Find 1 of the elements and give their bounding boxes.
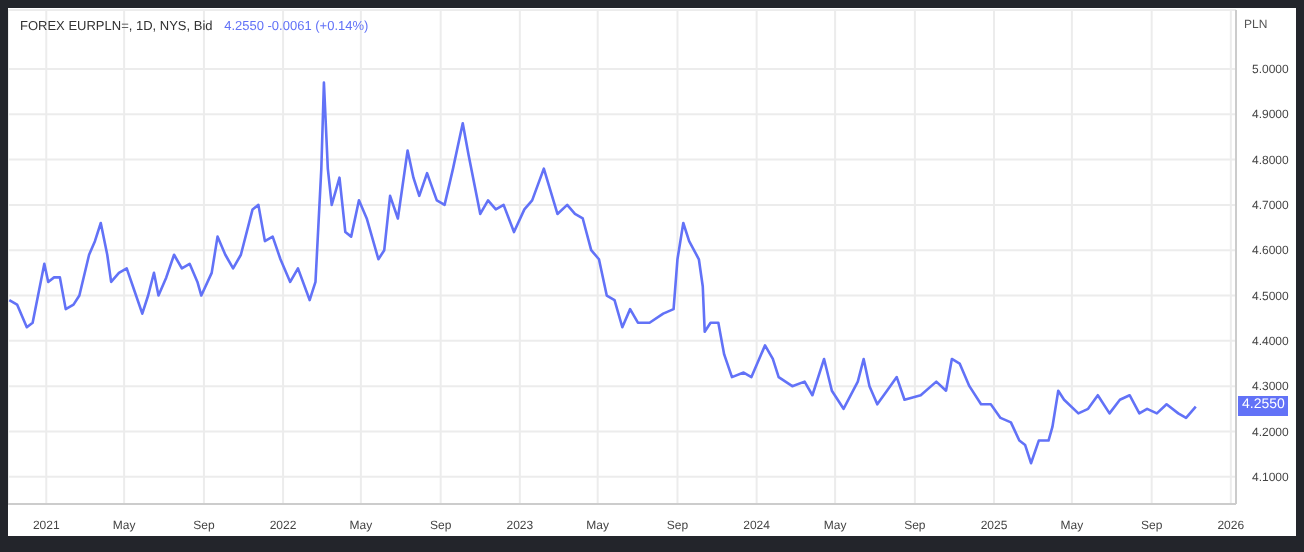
- line-series: [8, 81, 1198, 465]
